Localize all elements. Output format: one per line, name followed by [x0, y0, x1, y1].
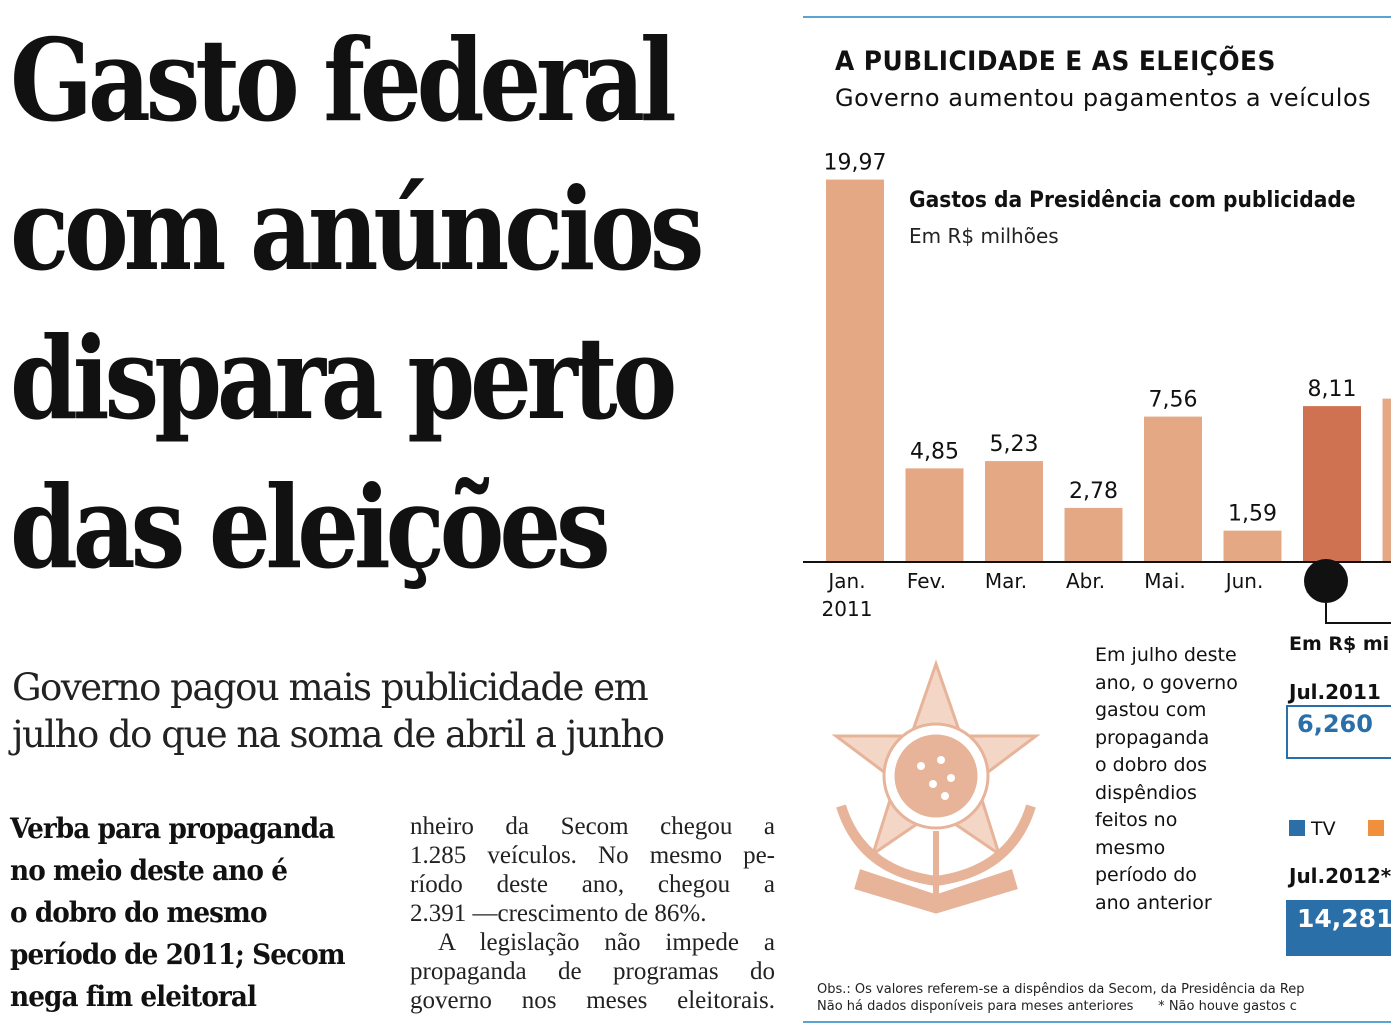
subheadline-line: Governo pagou mais publicidade em: [12, 666, 649, 709]
lede-line: nega fim eleitoral: [10, 980, 257, 1013]
x-tick-sublabel: 2011: [822, 597, 873, 621]
lede-line: no meio deste ano é: [10, 854, 288, 887]
footnote: Não há dados disponíveis para meses ante…: [817, 999, 1297, 1014]
note-line: gastou com: [1095, 699, 1207, 721]
infographic-title: A PUBLICIDADE E AS ELEIÇÕES: [835, 46, 1276, 77]
coat-of-arms-emblem: [831, 659, 1041, 914]
body-line: 2.391 —crescimento de 86%.: [410, 900, 707, 927]
note-line: propaganda: [1095, 726, 1210, 749]
x-tick-label: Mai.: [1144, 569, 1185, 593]
bar-value-label: 2,78: [1069, 479, 1118, 504]
subheadline-line: julho do que na soma de abril a junho: [12, 713, 665, 756]
body-line: governo nos meses eleitorais.: [410, 987, 775, 1014]
subheadline: Governo pagou mais publicidade em julho …: [12, 664, 792, 758]
bar-chart: 19,97 Jan. 2011 4,85 Fev. 5,23 Mar. 2,78 Abr. 7,5…: [803, 151, 1391, 624]
note-text: Em julho deste ano, o governo gastou com…: [1095, 642, 1275, 917]
headline-line: Gasto federal: [10, 14, 677, 147]
bottom-rule: [803, 1021, 1391, 1023]
bar-value-label: 1,59: [1228, 502, 1277, 527]
comparison-value-2011: 6,260: [1297, 710, 1373, 738]
bar: [1303, 406, 1361, 561]
note-line: mesmo: [1095, 836, 1166, 859]
lede-line: o dobro do mesmo: [10, 896, 268, 929]
body-line: propaganda de programas do: [410, 958, 775, 985]
bar-value-label: 4,85: [910, 439, 959, 464]
lede-line: Verba para propaganda: [10, 812, 335, 845]
legend: TV: [1289, 818, 1390, 840]
headline-line: dispara perto: [10, 312, 677, 445]
infographic: A PUBLICIDADE E AS ELEIÇÕES Governo aume…: [803, 16, 1391, 1031]
note-line: ano, o governo: [1095, 671, 1238, 694]
x-tick-label: Mar.: [985, 569, 1027, 593]
chart-title: Gastos da Presidência com publicidade: [909, 188, 1356, 213]
legend-label-tv: TV: [1311, 818, 1336, 840]
x-tick-label: Jul.: [1306, 569, 1344, 593]
bar: [1223, 530, 1282, 561]
comparison-box-2012: [1286, 900, 1391, 956]
note-line: ano anterior: [1095, 891, 1212, 914]
bar: [985, 461, 1043, 561]
headline-line: das eleições: [10, 461, 611, 594]
comparison-box-2011: [1286, 705, 1391, 759]
infographic-subtitle: Governo aumentou pagamentos a veículos: [835, 84, 1372, 112]
legend-swatch-tv: [1289, 820, 1305, 836]
note-line: período do: [1095, 864, 1197, 886]
note-line: feitos no: [1095, 809, 1178, 831]
bar-value-label: 7,56: [1149, 388, 1198, 413]
x-tick-label: Fev.: [907, 569, 946, 593]
x-tick-label: Abr.: [1066, 569, 1105, 593]
comparison-value-2012: 14,281: [1297, 904, 1391, 933]
footnote: Obs.: Os valores referem-se a dispêndios…: [817, 982, 1305, 997]
body-line: nheiro da Secom chegou a: [410, 813, 775, 840]
bar: [826, 179, 884, 561]
note-line: dispêndios: [1095, 781, 1197, 804]
article-body: nheiro da Secom chegou a 1.285 veículos.…: [410, 812, 775, 1015]
comparison-unit: Em R$ mi: [1289, 633, 1390, 655]
bar: [905, 468, 964, 561]
note-line: o dobro dos: [1095, 754, 1208, 776]
headline-line: com anúncios: [10, 163, 704, 296]
lede: Verba para propaganda no meio deste ano …: [10, 808, 367, 1018]
note-line: Em julho deste: [1095, 644, 1237, 666]
highlight-circle: [1304, 559, 1348, 603]
comparison-label-2012: Jul.2012*: [1289, 864, 1391, 888]
body-line: A legislação não impede a: [438, 929, 775, 956]
headline: Gasto federal com anúncios dispara perto…: [10, 6, 704, 602]
body-line: 1.285 veículos. No mesmo pe-: [410, 842, 775, 869]
body-line: ríodo deste ano, chegou a: [410, 871, 775, 898]
callout-line: [1325, 603, 1391, 624]
comparison-label-2011: Jul.2011: [1289, 680, 1381, 704]
bar: [1144, 416, 1202, 561]
bar: [1064, 507, 1123, 561]
bar-value-label: 19,97: [824, 151, 887, 176]
legend-swatch-orange: [1367, 820, 1384, 836]
bar-value-label: 5,23: [990, 432, 1039, 457]
lede-line: período de 2011; Secom: [10, 938, 346, 971]
top-rule: [803, 16, 1391, 18]
bar: [1382, 398, 1391, 561]
chart-unit: Em R$ milhões: [909, 224, 1059, 248]
x-tick-label: Jan.: [826, 569, 865, 593]
bar-value-label: 8,11: [1308, 377, 1357, 402]
x-tick-label: Jun.: [1224, 569, 1264, 593]
